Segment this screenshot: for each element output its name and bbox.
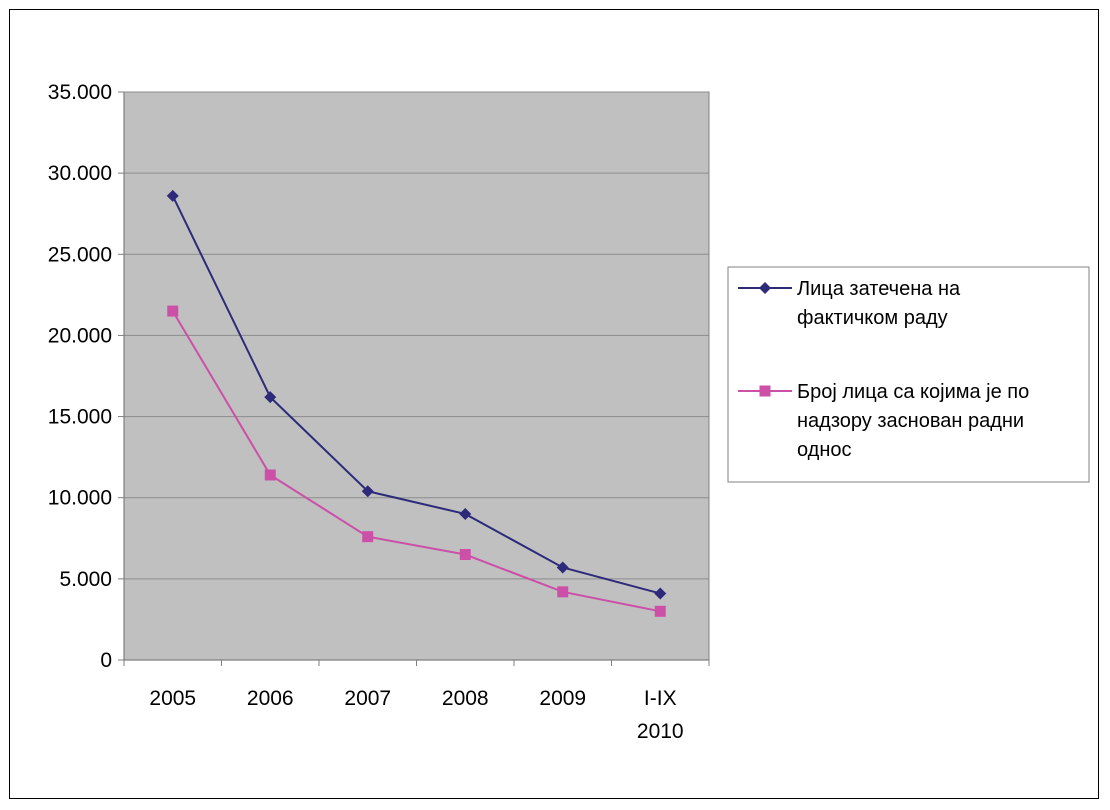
legend-item-2: Број лица са којима је по надзору заснова… (738, 381, 1029, 461)
y-tick-label: 30.000 (48, 162, 112, 185)
series-1 (166, 189, 667, 600)
series-line (171, 195, 661, 595)
x-tick-label-line: I-IX (644, 687, 677, 710)
x-tick-label: 2006 (247, 687, 294, 710)
data-point (166, 189, 179, 202)
x-tick-label: 2008 (442, 687, 489, 710)
legend-marker (759, 385, 771, 397)
data-point (459, 549, 471, 561)
data-point (264, 469, 276, 481)
series-layer (166, 189, 667, 617)
x-tick-label: 2005 (149, 687, 196, 710)
x-tick-label: I-IX 2010 (637, 687, 684, 743)
grid-lines (124, 91, 709, 580)
data-point (654, 605, 666, 617)
legend-label-line: Број лица са којима је по (797, 381, 1029, 403)
data-point (362, 531, 374, 543)
x-tick-label-line: 2005 (149, 687, 196, 710)
data-point (264, 391, 277, 404)
axes (118, 91, 710, 666)
legend-label-line: фактичком раду (797, 307, 948, 329)
legend-label-line: однос (797, 439, 852, 461)
x-tick-label-line: 2006 (247, 687, 294, 710)
legend-label-line: Лица затечена на (797, 278, 961, 300)
y-tick-label: 0 (100, 649, 112, 672)
data-point (361, 485, 374, 498)
x-tick-label-line: 2008 (442, 687, 489, 710)
y-tick-label: 5.000 (59, 568, 112, 591)
x-tick-label-line: 2009 (539, 687, 586, 710)
x-tick-label: 2007 (344, 687, 391, 710)
x-tick-labels: 2005 2006 2007 2008 2009 I-IX 2010 (149, 687, 683, 743)
y-tick-label: 35.000 (48, 81, 112, 104)
y-tick-label: 25.000 (48, 243, 112, 266)
x-tick-label-line: 2007 (344, 687, 391, 710)
data-point (654, 587, 667, 600)
series-line (171, 310, 661, 613)
data-point (557, 586, 569, 598)
data-point (556, 561, 569, 574)
x-tick-label: 2009 (539, 687, 586, 710)
series-2 (167, 305, 666, 617)
y-tick-label: 20.000 (48, 324, 112, 347)
data-point (167, 305, 179, 317)
data-point (459, 507, 472, 520)
legend-item-1: Лица затечена на фактичком раду (738, 278, 961, 329)
legend-marker (759, 282, 771, 294)
y-tick-labels: 0 5.000 10.000 15.000 20.000 25.000 30.000 35.0… (48, 81, 112, 672)
x-tick-label-line: 2010 (637, 720, 684, 743)
legend: Лица затечена на фактичком раду Број лица … (727, 266, 1090, 483)
y-tick-label: 10.000 (48, 487, 112, 510)
legend-label-line: надзору заснован радни (797, 410, 1024, 432)
plot-area (123, 91, 710, 661)
y-tick-label: 15.000 (48, 406, 112, 429)
legend-box (727, 266, 1090, 483)
legend-label: Број лица са којима је по надзору заснова… (797, 381, 1029, 461)
legend-label: Лица затечена на фактичком раду (797, 278, 961, 329)
